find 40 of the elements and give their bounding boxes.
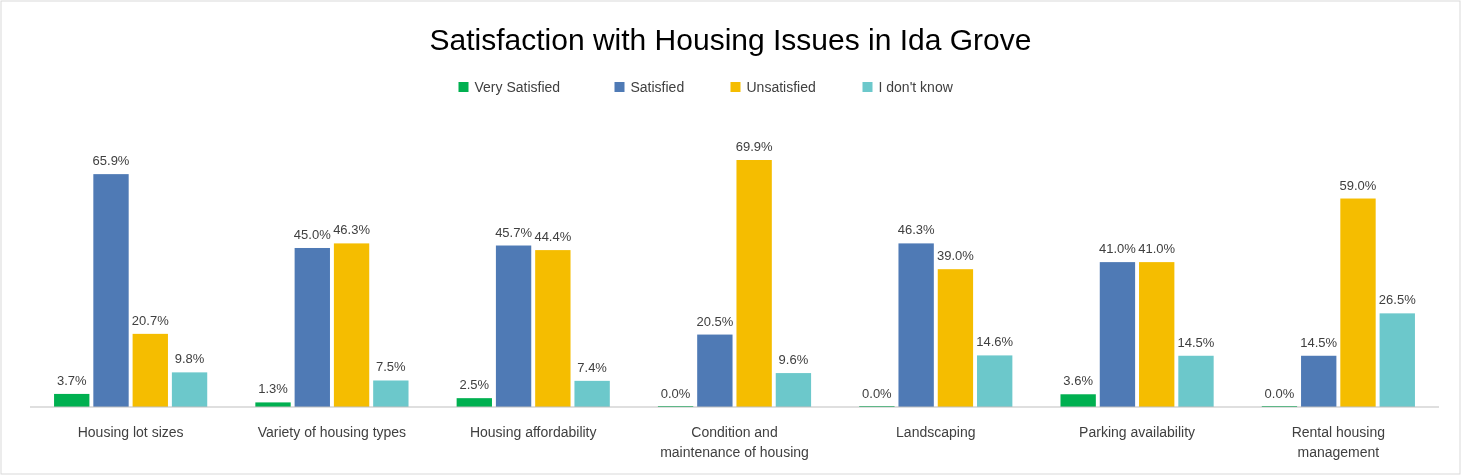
data-label: 9.8% <box>174 351 205 367</box>
data-label: 7.5% <box>376 359 407 375</box>
data-label: 45.0% <box>293 226 332 242</box>
data-label: 7.4% <box>577 359 608 375</box>
x-tick-label: Parking availability <box>1079 424 1196 440</box>
data-label: 41.0% <box>1138 241 1176 257</box>
x-tick-label: Housing affordability <box>469 424 597 440</box>
data-label: 2.5% <box>459 377 490 393</box>
data-label: 14.5% <box>1300 334 1338 350</box>
data-label: 14.6% <box>976 334 1014 350</box>
data-label: 45.7% <box>495 224 533 240</box>
legend-label: Very Satisfied <box>474 79 561 95</box>
data-label: 59.0% <box>1339 177 1377 193</box>
data-label: 20.7% <box>131 312 170 328</box>
data-label: 46.3% <box>333 222 371 238</box>
data-label: 9.6% <box>778 352 809 368</box>
data-label: 41.0% <box>1099 241 1137 257</box>
data-label: 65.9% <box>92 153 130 169</box>
x-tick-label: Condition and maintenance of housing <box>660 424 809 460</box>
x-tick-label: Landscaping <box>896 424 976 440</box>
data-label: 20.5% <box>696 313 734 329</box>
data-label: 26.5% <box>1378 292 1417 308</box>
data-label: 69.9% <box>735 139 773 154</box>
data-label: 14.5% <box>1177 334 1215 350</box>
x-tick-label: Housing lot sizes <box>77 424 184 440</box>
data-label: 0.0% <box>660 386 691 401</box>
legend-label: Unsatisfied <box>746 79 816 95</box>
data-label: 3.7% <box>56 372 87 388</box>
legend-label: Satisfied <box>630 79 685 95</box>
data-label: 3.6% <box>1063 373 1094 389</box>
x-tick-label: Rental housing management <box>1291 424 1386 460</box>
chart-title: Satisfaction with Housing Issues in Ida Grove <box>429 23 1032 56</box>
x-tick-label: Variety of housing types <box>257 424 407 440</box>
data-label: 0.0% <box>862 386 893 401</box>
data-label: 39.0% <box>936 248 975 264</box>
data-label: 0.0% <box>1264 386 1295 401</box>
data-label: 46.3% <box>897 222 936 238</box>
data-label: 44.4% <box>534 229 572 245</box>
data-label: 1.3% <box>258 381 289 397</box>
legend-label: I don't know <box>878 79 954 95</box>
